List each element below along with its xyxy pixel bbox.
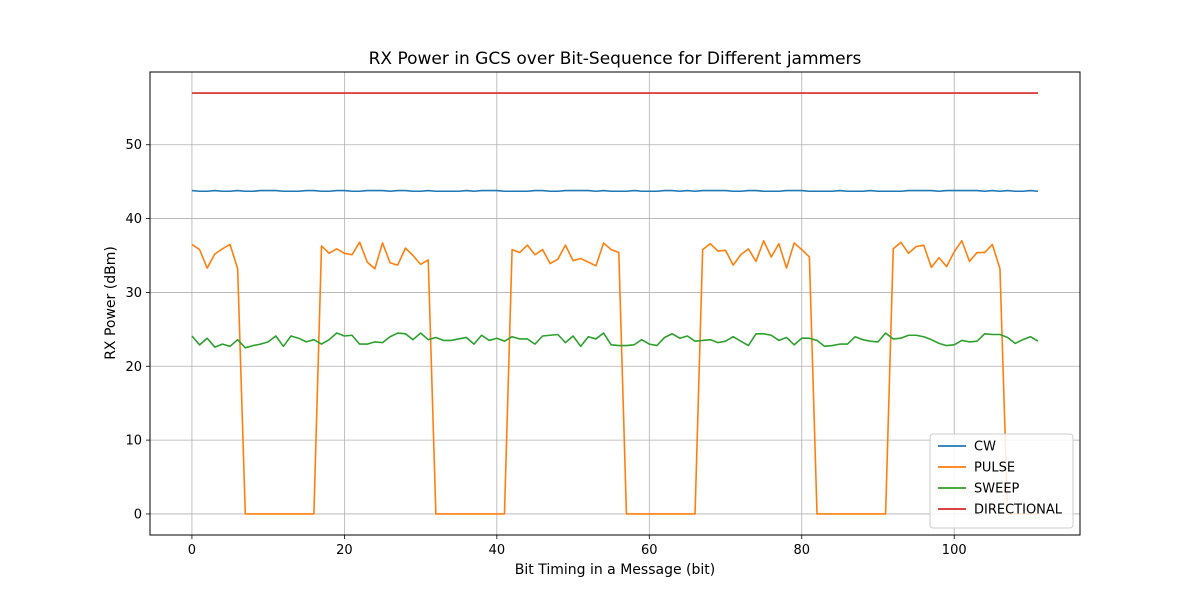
- x-tick-label: 0: [188, 543, 196, 558]
- x-tick-label: 80: [793, 543, 810, 558]
- y-tick-label: 10: [125, 434, 142, 449]
- legend-box: [929, 433, 1074, 529]
- legend-label-sweep: SWEEP: [974, 482, 1020, 497]
- y-tick-label: 20: [125, 360, 142, 375]
- tick-layer: 0 20 40 60 80 100 0 10 20 30 40 50: [125, 138, 966, 558]
- series-line-cw: [191, 189, 1039, 193]
- legend: CW PULSE SWEEP DIRECTIONAL: [929, 433, 1074, 529]
- series-layer: [191, 92, 1039, 515]
- y-tick-label: 0: [134, 507, 142, 522]
- legend-label-cw: CW: [974, 440, 996, 455]
- x-tick-label: 40: [489, 543, 506, 558]
- legend-label-pulse: PULSE: [974, 461, 1015, 476]
- plot-background: [150, 72, 1080, 535]
- x-tick-label: 60: [641, 543, 658, 558]
- series-line-pulse: [191, 239, 1039, 515]
- grid-layer: [150, 72, 1080, 535]
- chart-title: RX Power in GCS over Bit-Sequence for Di…: [369, 49, 862, 69]
- y-tick-label: 50: [125, 138, 142, 153]
- plot-frame: [149, 71, 1081, 536]
- series-line-sweep: [191, 332, 1039, 349]
- y-tick-label: 40: [125, 212, 142, 227]
- x-tick-label: 20: [336, 543, 353, 558]
- x-tick-label: 100: [942, 543, 967, 558]
- y-axis-label: RX Power (dBm): [103, 246, 119, 360]
- y-tick-label: 30: [125, 286, 142, 301]
- legend-label-directional: DIRECTIONAL: [974, 503, 1063, 518]
- x-axis-label: Bit Timing in a Message (bit): [515, 562, 715, 578]
